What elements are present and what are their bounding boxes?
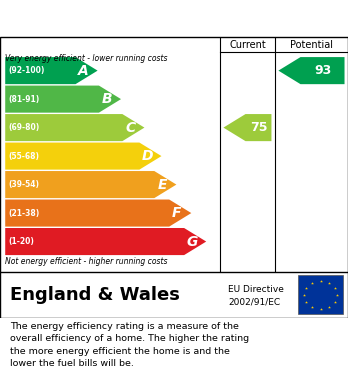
Text: England & Wales: England & Wales	[10, 286, 180, 304]
Text: (21-38): (21-38)	[9, 208, 40, 217]
Text: B: B	[101, 92, 112, 106]
Text: 93: 93	[314, 64, 331, 77]
Text: (55-68): (55-68)	[9, 152, 40, 161]
Polygon shape	[5, 114, 144, 141]
Polygon shape	[5, 199, 191, 227]
Text: (69-80): (69-80)	[9, 123, 40, 132]
Bar	[298, 275, 343, 314]
Polygon shape	[5, 228, 206, 255]
Text: A: A	[78, 64, 89, 78]
Polygon shape	[223, 114, 271, 141]
Text: (39-54): (39-54)	[9, 180, 40, 189]
Polygon shape	[278, 57, 345, 84]
Text: The energy efficiency rating is a measure of the
overall efficiency of a home. T: The energy efficiency rating is a measur…	[10, 321, 250, 368]
Polygon shape	[5, 57, 97, 84]
Text: 75: 75	[250, 121, 267, 134]
Text: Very energy efficient - lower running costs: Very energy efficient - lower running co…	[5, 54, 168, 63]
Text: 2002/91/EC: 2002/91/EC	[228, 297, 280, 306]
Text: G: G	[186, 235, 198, 249]
Text: F: F	[172, 206, 182, 220]
Text: C: C	[125, 120, 135, 135]
Text: (1-20): (1-20)	[9, 237, 34, 246]
Text: Not energy efficient - higher running costs: Not energy efficient - higher running co…	[5, 257, 168, 266]
Text: E: E	[157, 178, 167, 192]
Text: (92-100): (92-100)	[9, 66, 45, 75]
Text: Current: Current	[229, 40, 266, 50]
Polygon shape	[5, 86, 121, 113]
Polygon shape	[5, 143, 161, 170]
Text: D: D	[141, 149, 153, 163]
Text: (81-91): (81-91)	[9, 95, 40, 104]
Text: EU Directive: EU Directive	[228, 285, 284, 294]
Polygon shape	[5, 171, 176, 198]
Text: Potential: Potential	[290, 40, 333, 50]
Text: Energy Efficiency Rating: Energy Efficiency Rating	[10, 11, 239, 29]
